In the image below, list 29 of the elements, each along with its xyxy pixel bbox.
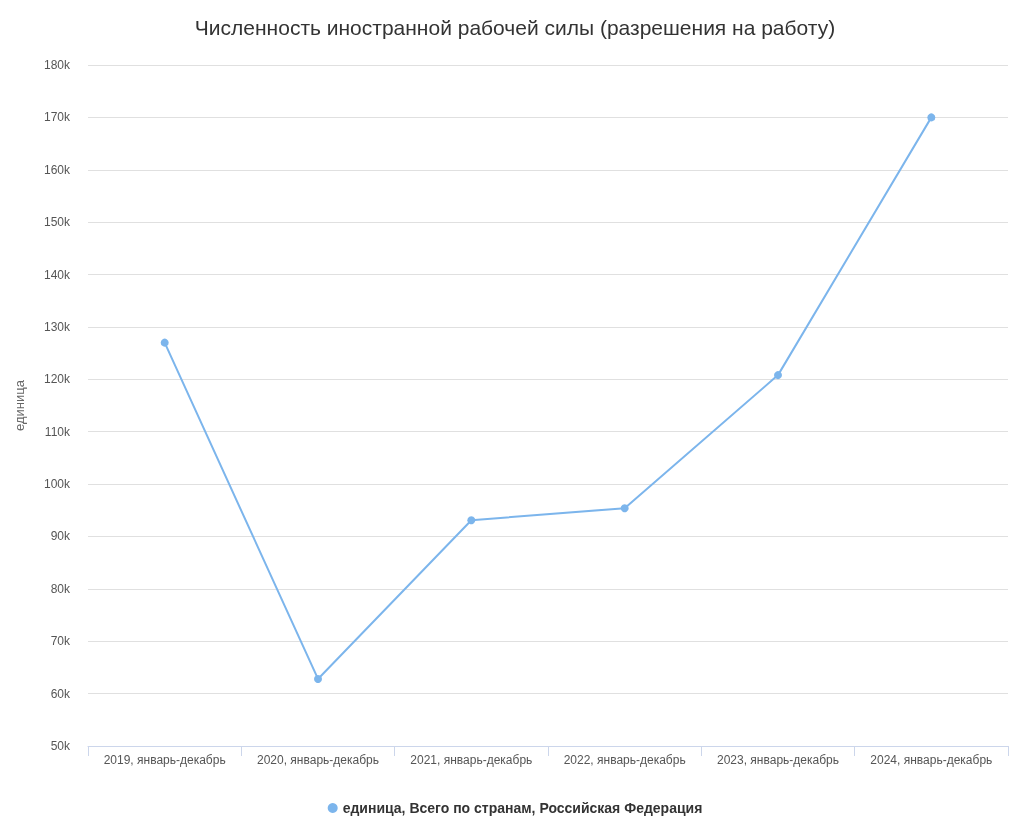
point	[620, 504, 629, 513]
y-tick-label: 150k	[43, 215, 71, 230]
x-tick-label: 2020, январь-декабрь	[257, 753, 379, 767]
y-tick-label: 60k	[50, 686, 71, 701]
y-tick-label: 110k	[44, 424, 71, 439]
y-tick-label: 140k	[43, 267, 71, 282]
y-axis-title: единица	[12, 379, 27, 431]
y-tick-label: 50k	[50, 739, 71, 753]
legend-label: единица, Всего по странам, Российская Федерация	[342, 800, 703, 816]
chart-title: Численность иностранной рабочей силы (разрешения на работу)	[194, 16, 836, 39]
y-tick-label: 160k	[43, 162, 71, 177]
x-tick-label: 2019, январь-декабрь	[103, 753, 226, 767]
x-tick-label: 2024, январь-декабрь	[870, 753, 993, 767]
y-tick-label: 80k	[50, 581, 71, 596]
y-tick-label: 90k	[50, 529, 71, 544]
y-tick-label: 70k	[50, 634, 71, 649]
x-tick-label: 2022, январь-декабрь	[563, 753, 686, 767]
point	[160, 338, 169, 347]
y-tick-label: 170k	[43, 110, 71, 125]
y-tick-label: 180k	[43, 58, 71, 72]
y-tick-label: 120k	[43, 372, 71, 387]
x-tick-label: 2023, январь-декабрь	[717, 753, 839, 767]
y-tick-label: 130k	[43, 319, 71, 334]
point	[467, 516, 476, 525]
point	[927, 113, 936, 122]
x-tick-label: 2021, январь-декабрь	[410, 753, 533, 767]
y-tick-label: 100k	[43, 477, 71, 492]
point	[774, 371, 782, 380]
point	[314, 674, 322, 683]
